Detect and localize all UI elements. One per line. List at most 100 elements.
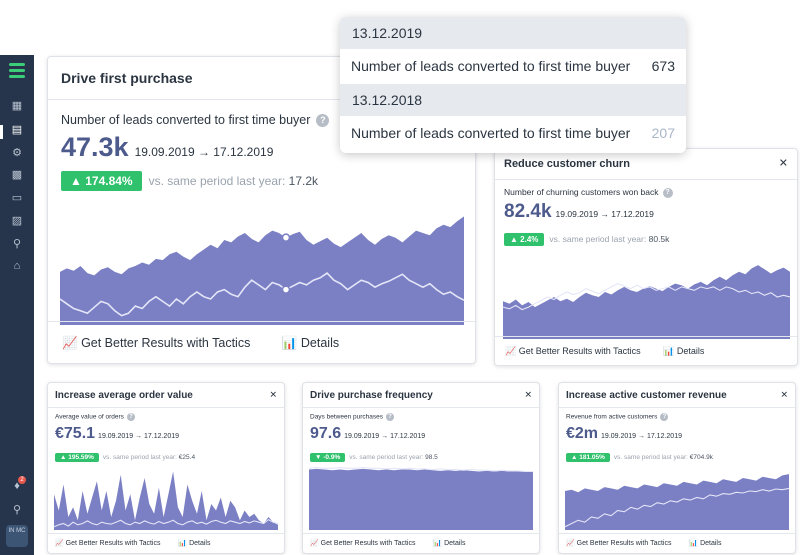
bar-chart-icon: 📊 [689,540,699,547]
previous-series-line [565,487,789,528]
chart-svg [309,467,533,530]
percent-badge: ▲ 195.59% [55,453,99,462]
card-footer: 📈 Get Better Results with Tactics 📊 Deta… [48,321,475,363]
contacts-icon[interactable]: ▦ [11,100,23,112]
close-icon[interactable]: ✕ [778,157,788,170]
details-link[interactable]: 📊 Details [281,322,339,363]
area-chart[interactable] [503,255,790,339]
comparison-text: vs. same period last year: €25.4 [102,454,196,461]
comparison-row: ▲ 174.84% vs. same period last year: 17.2… [61,171,318,191]
details-link[interactable]: 📊 Details [433,534,465,553]
metric-value: 97.6 [310,425,342,442]
help-icon[interactable]: ? [662,187,673,198]
date-range: 19.09.2019 → 17.12.2019 [134,145,274,159]
percent-badge: ▲ 2.4% [504,233,545,246]
settings-icon[interactable]: ⚙ [12,147,22,159]
analytics-icon[interactable]: ▤ [11,124,23,136]
integrations-icon[interactable]: ⚲ [12,238,22,250]
segments-icon[interactable]: ▨ [11,215,23,227]
tooltip-row-current: Number of leads converted to first time … [340,49,686,84]
chart-tooltip: 13.12.2019 Number of leads converted to … [340,17,686,153]
automation-icon[interactable]: ⌂ [13,260,21,272]
avatar[interactable]: IN MC [6,525,28,547]
card-title: Drive first purchase [48,57,475,100]
help-icon[interactable]: ? [126,413,135,421]
tactics-link[interactable]: 📈 Get Better Results with Tactics [55,534,160,553]
tooltip-date-current: 13.12.2019 [340,17,686,49]
trend-icon: 📈 [310,540,319,547]
metric-label: Number of churning customers won back? [504,187,673,198]
messages-icon[interactable]: ▭ [11,192,23,204]
previous-series-line [60,272,464,317]
comparison-text: vs. same period last year: €704.9k [613,454,713,461]
card-footer: 📈 Get Better Results with Tactics 📊 Deta… [303,533,539,553]
previous-series-line [503,282,790,311]
tactics-link[interactable]: 📈 Get Better Results with Tactics [62,322,250,363]
tactics-link[interactable]: 📈 Get Better Results with Tactics [310,534,415,553]
comparison-row: ▲ 181.05% vs. same period last year: €704… [566,446,713,464]
percent-badge: ▲ 181.05% [566,453,610,462]
details-link[interactable]: 📊 Details [663,337,704,365]
trend-icon: 📈 [55,540,64,547]
date-range: 19.09.2019 → 17.12.2019 [601,433,682,440]
comparison-row: ▲ 195.59% vs. same period last year: €25.… [55,446,195,464]
area-chart[interactable] [60,207,464,325]
metric-value: 47.3k [61,132,129,162]
current-hover-dot [281,233,291,242]
bell-icon[interactable]: ♦ [14,480,20,492]
date-range: 19.09.2019 → 17.12.2019 [344,433,426,440]
active-indicator [0,125,3,139]
notification-badge: 2 [18,476,26,484]
metric-label: Revenue from active customers? [566,413,669,421]
area-chart[interactable] [309,465,533,530]
close-icon[interactable]: ✕ [524,389,532,400]
metric-value-row: 82.4k 19.09.2019 → 17.12.2019 [504,201,654,223]
bar-chart-icon: 📊 [178,540,188,547]
percent-badge: ▲ 174.84% [61,171,142,191]
chart-svg [54,471,278,530]
help-icon[interactable]: ? [660,413,669,421]
current-series-area [60,216,464,325]
comparison-row: ▲ 2.4% vs. same period last year: 80.5k [504,229,669,247]
card-footer: 📈 Get Better Results with Tactics 📊 Deta… [48,533,284,553]
card-title: Increase active customer revenue ✕ [559,383,795,408]
comparison-row: ▼ -0.9% vs. same period last year: 98.5 [310,446,438,464]
chart-svg [60,216,464,325]
date-range: 19.09.2019 → 17.12.2019 [98,433,180,440]
card-increase-average-order-value: Increase average order value ✕ Average va… [47,382,285,554]
comparison-text: vs. same period last year: 17.2k [148,174,319,188]
help-icon[interactable]: ? [386,413,394,421]
logo-icon[interactable] [9,63,25,81]
metric-value-row: 97.6 19.09.2019 → 17.12.2019 [310,425,425,443]
chart-svg [503,265,790,339]
tactics-link[interactable]: 📈 Get Better Results with Tactics [505,337,641,365]
tactics-link[interactable]: 📈 Get Better Results with Tactics [566,534,671,553]
close-icon[interactable]: ✕ [780,389,788,400]
search-icon[interactable]: ⚲ [12,504,22,516]
current-series-area [309,468,533,530]
trend-icon: 📈 [62,336,78,350]
bar-chart-icon: 📊 [663,346,675,356]
close-icon[interactable]: ✕ [269,389,277,400]
bar-chart-icon: 📊 [281,336,298,350]
tooltip-value-previous: 207 [651,125,675,141]
comparison-text: vs. same period last year: 80.5k [549,234,670,244]
card-increase-active-customer-revenue: Increase active customer revenue ✕ Revenu… [558,382,796,554]
trend-icon: 📈 [505,346,517,356]
date-range: 19.09.2019 → 17.12.2019 [555,209,654,219]
details-link[interactable]: 📊 Details [689,534,721,553]
metric-value: 82.4k [504,201,552,222]
chart-svg [565,474,789,530]
sidebar: ▦ ▤ ⚙ ▩ ▭ ▨ ⚲ ⌂ ♦ 2 ⚲ IN MC [0,55,34,555]
area-chart[interactable] [54,465,278,530]
card-drive-purchase-frequency: Drive purchase frequency ✕ Days between p… [302,382,540,554]
tooltip-date-previous: 13.12.2018 [340,84,686,116]
current-series-area [503,265,790,339]
area-chart[interactable] [565,465,789,530]
help-icon[interactable]: ? [316,114,330,128]
campaigns-icon[interactable]: ▩ [11,169,23,181]
metric-value-row: €75.1 19.09.2019 → 17.12.2019 [55,425,179,443]
details-link[interactable]: 📊 Details [178,534,210,553]
metric-value: €75.1 [55,425,96,442]
current-series-area [54,471,278,530]
